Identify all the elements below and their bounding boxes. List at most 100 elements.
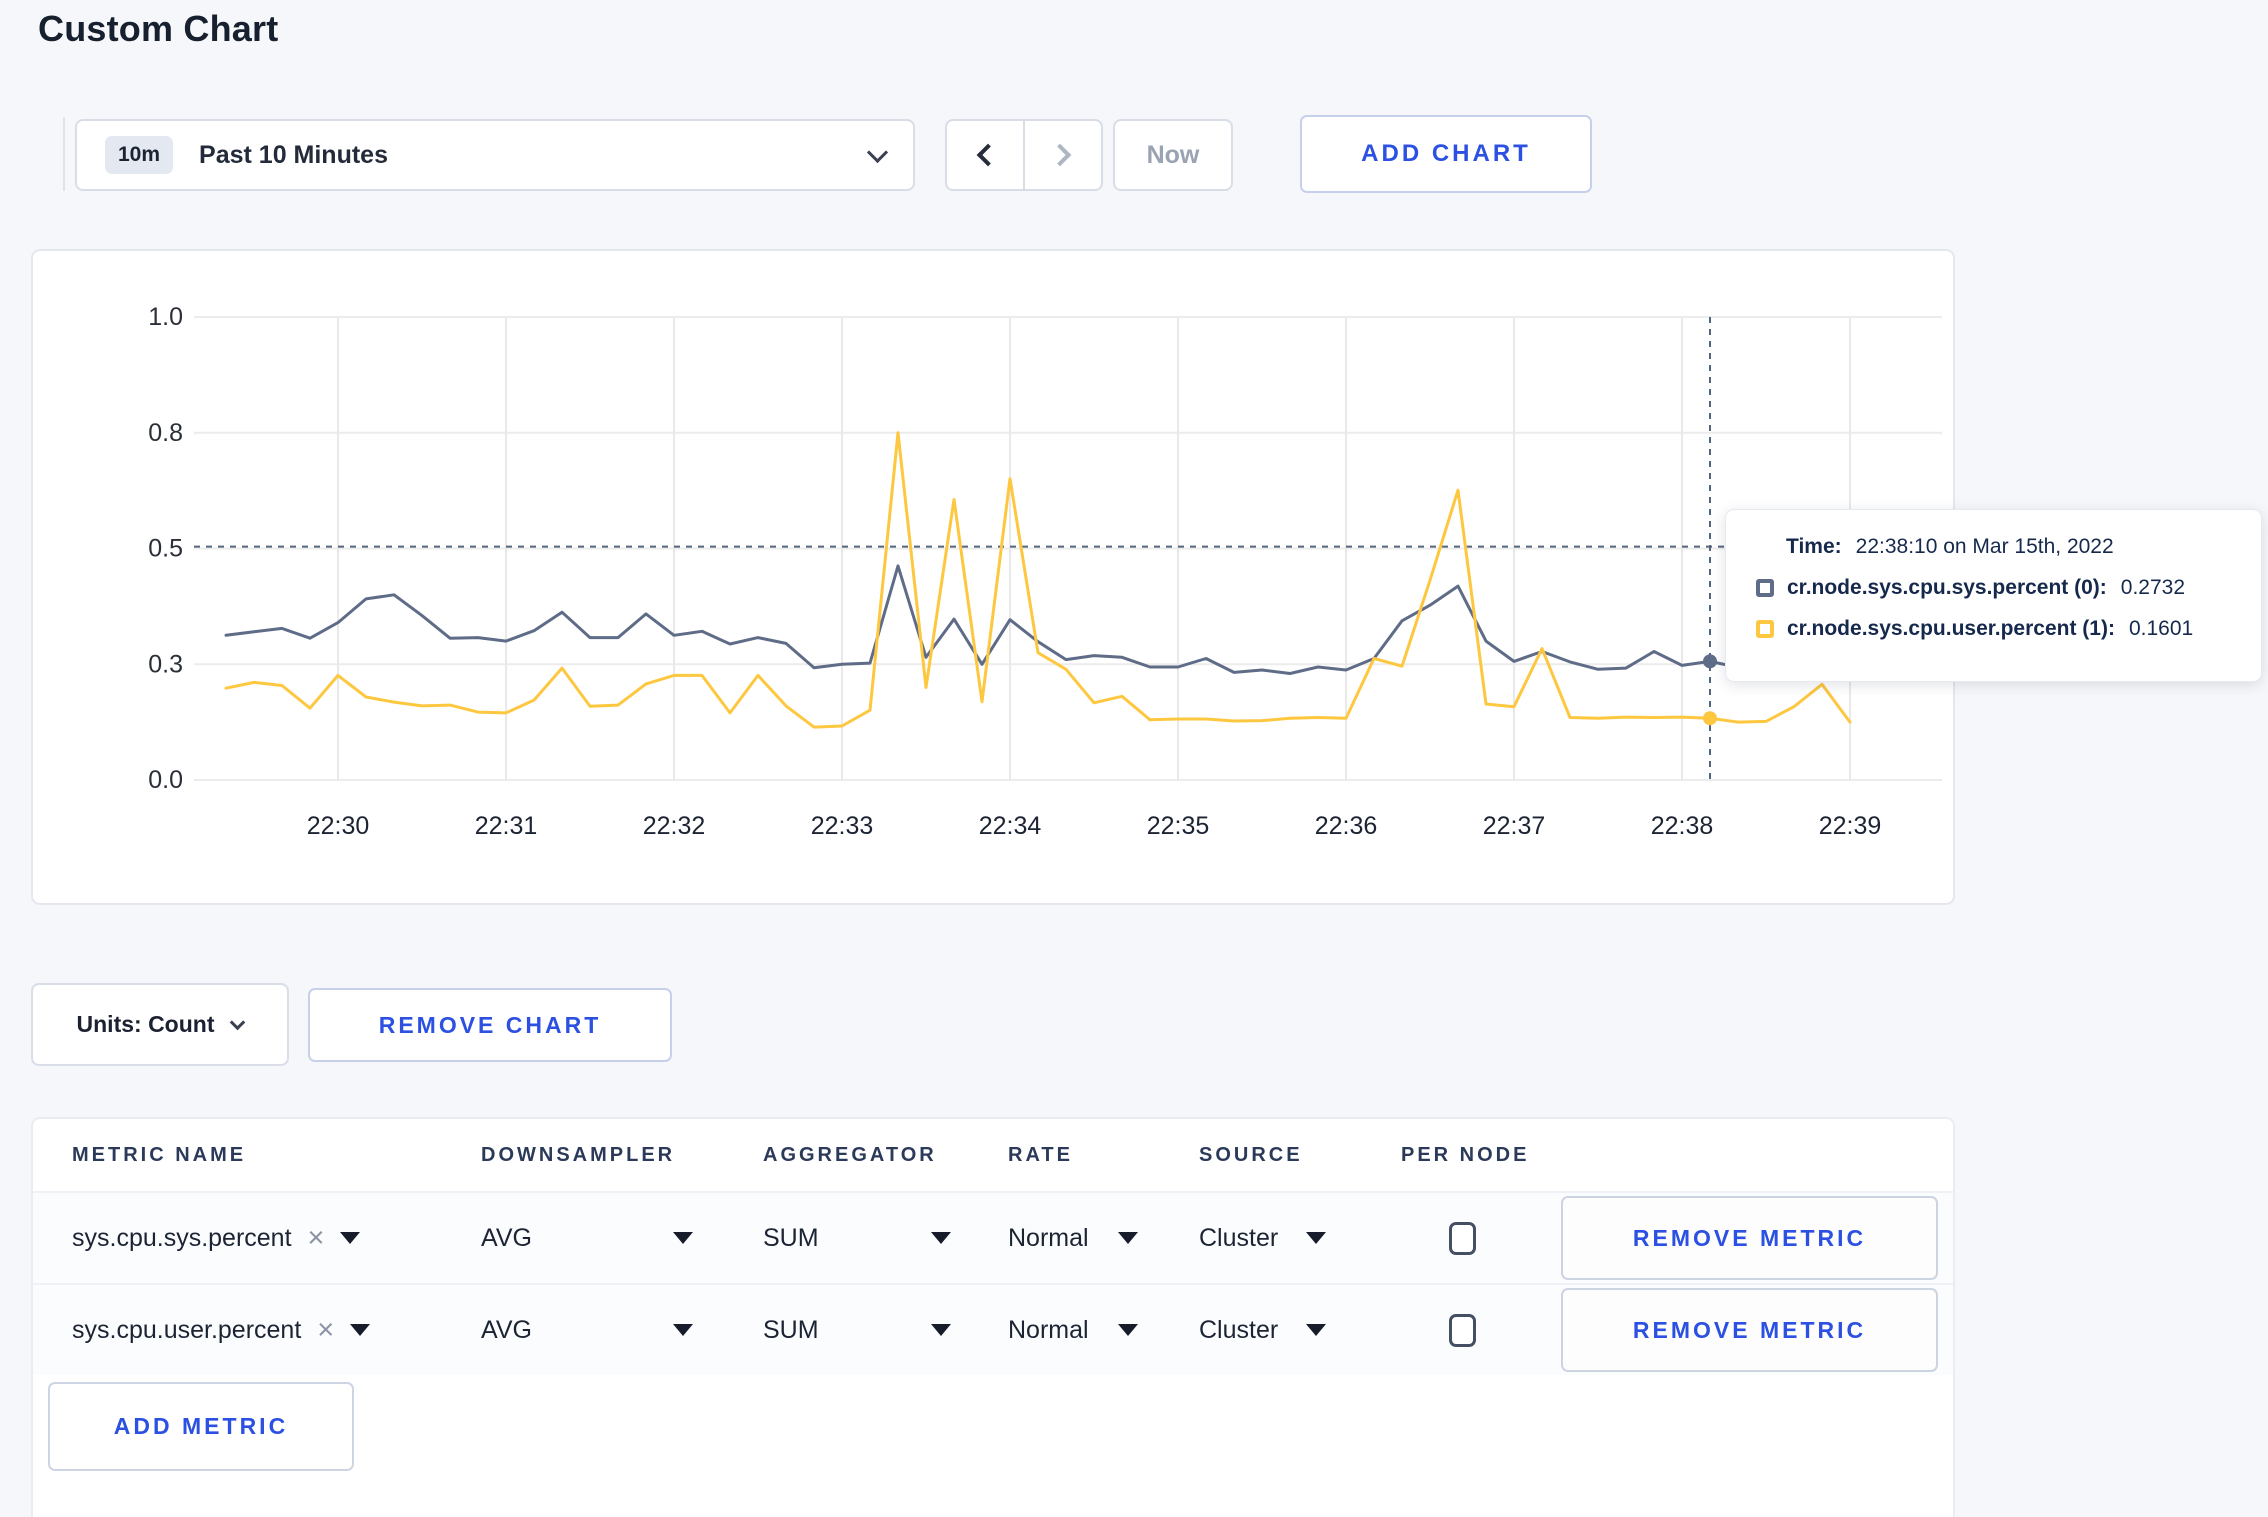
rate-select[interactable]: Normal [1008, 1316, 1138, 1345]
caret-down-icon [1118, 1324, 1138, 1336]
series-sys-swatch-icon [1756, 579, 1774, 597]
toolbar-divider [63, 117, 65, 191]
chart-canvas[interactable]: 0.0 0.3 0.5 0.8 1.0 22:30 22:31 22:32 22:33 22:34… [33, 251, 1957, 907]
per-node-checkbox[interactable] [1449, 1221, 1476, 1255]
caret-down-icon [931, 1324, 951, 1336]
remove-chart-label: REMOVE CHART [378, 1011, 602, 1038]
caret-down-icon [673, 1324, 693, 1336]
downsampler-select[interactable]: AVG [481, 1224, 693, 1253]
add-metric-label: ADD METRIC [113, 1413, 289, 1439]
caret-down-icon [350, 1324, 371, 1336]
source-select[interactable]: Cluster [1199, 1224, 1326, 1253]
x-axis-tick-label: 22:37 [1483, 812, 1546, 840]
custom-chart-page: Custom Chart 10m Past 10 Minutes Now ADD… [31, 8, 2262, 1517]
rate-value: Normal [1008, 1223, 1089, 1252]
metric-name-value: sys.cpu.user.percent [72, 1315, 302, 1344]
header-rate: RATE [1008, 1143, 1073, 1166]
clear-metric-icon[interactable]: × [317, 1313, 335, 1346]
chevron-down-icon [230, 1014, 246, 1030]
x-axis-tick-label: 22:39 [1819, 812, 1882, 840]
tooltip-time-label: Time: [1786, 535, 1842, 558]
rate-select[interactable]: Normal [1008, 1224, 1138, 1253]
caret-down-icon [1306, 1324, 1326, 1336]
units-label: Units: Count [76, 1011, 215, 1037]
caret-down-icon [1118, 1232, 1138, 1244]
remove-metric-button[interactable]: REMOVE METRIC [1561, 1288, 1938, 1372]
source-value: Cluster [1199, 1315, 1279, 1344]
chevron-right-icon [1048, 143, 1072, 167]
aggregator-value: SUM [763, 1223, 819, 1252]
remove-metric-button[interactable]: REMOVE METRIC [1561, 1196, 1938, 1280]
clear-metric-icon[interactable]: × [307, 1221, 325, 1254]
time-window-badge: 10m [105, 136, 174, 174]
y-axis-tick-label: 0.0 [148, 766, 183, 794]
rate-value: Normal [1008, 1315, 1089, 1344]
per-node-checkbox[interactable] [1449, 1313, 1476, 1347]
series-line-0 [224, 564, 1852, 675]
chevron-left-icon [976, 143, 1000, 167]
metrics-table-header-row: METRIC NAME DOWNSAMPLER AGGREGATOR RATE … [33, 1119, 1953, 1191]
remove-chart-button[interactable]: REMOVE CHART [308, 988, 672, 1062]
remove-metric-label: REMOVE METRIC [1632, 1224, 1867, 1251]
caret-down-icon [931, 1232, 951, 1244]
tooltip-series-user-label: cr.node.sys.cpu.user.percent (1): [1787, 617, 2115, 640]
aggregator-select[interactable]: SUM [763, 1224, 951, 1253]
series-user-swatch-icon [1756, 620, 1774, 638]
add-metric-button[interactable]: ADD METRIC [48, 1382, 354, 1471]
time-window-dropdown[interactable]: 10m Past 10 Minutes [75, 119, 915, 191]
metric-name-select[interactable]: sys.cpu.sys.percent × [72, 1221, 361, 1254]
add-chart-button[interactable]: ADD CHART [1300, 115, 1592, 193]
units-dropdown[interactable]: Units: Count [31, 983, 289, 1066]
time-nav-group [945, 119, 1103, 191]
metric-name-value: sys.cpu.sys.percent [72, 1223, 292, 1252]
downsampler-value: AVG [481, 1223, 532, 1252]
caret-down-icon [673, 1232, 693, 1244]
x-axis-tick-label: 22:34 [979, 812, 1042, 840]
table-row: sys.cpu.sys.percent × AVG SUM Normal Clu… [33, 1191, 1953, 1283]
x-axis-tick-label: 22:36 [1315, 812, 1378, 840]
x-axis-tick-label: 22:33 [811, 812, 874, 840]
metric-name-select[interactable]: sys.cpu.user.percent × [72, 1313, 371, 1346]
x-axis-tick-label: 22:35 [1147, 812, 1210, 840]
time-window-label: Past 10 Minutes [199, 140, 388, 169]
remove-metric-label: REMOVE METRIC [1632, 1316, 1867, 1343]
caret-down-icon [340, 1232, 361, 1244]
aggregator-select[interactable]: SUM [763, 1316, 951, 1345]
header-source: SOURCE [1199, 1143, 1303, 1166]
y-axis-tick-label: 0.3 [148, 650, 183, 678]
x-axis-tick-label: 22:32 [643, 812, 706, 840]
series-line-1 [224, 431, 1852, 729]
chevron-down-icon [866, 141, 889, 163]
now-button[interactable]: Now [1113, 119, 1233, 191]
tooltip-series-sys-label: cr.node.sys.cpu.sys.percent (0): [1787, 576, 2107, 599]
page-title: Custom Chart [38, 8, 279, 49]
x-axis-tick-label: 22:38 [1651, 812, 1714, 840]
next-time-button[interactable] [1023, 121, 1101, 189]
header-aggregator: AGGREGATOR [763, 1143, 937, 1166]
header-metric-name: METRIC NAME [72, 1143, 247, 1166]
downsampler-select[interactable]: AVG [481, 1316, 693, 1345]
x-axis-tick-label: 22:30 [307, 812, 370, 840]
header-per-node: PER NODE [1401, 1143, 1530, 1166]
caret-down-icon [1306, 1232, 1326, 1244]
now-button-label: Now [1146, 140, 1200, 169]
source-value: Cluster [1199, 1223, 1279, 1252]
highlight-dot-0 [1703, 654, 1717, 669]
downsampler-value: AVG [481, 1315, 532, 1344]
header-downsampler: DOWNSAMPLER [481, 1143, 676, 1166]
highlight-dot-1 [1703, 711, 1717, 726]
source-select[interactable]: Cluster [1199, 1316, 1326, 1345]
y-axis-tick-label: 0.8 [148, 419, 183, 447]
y-axis-tick-label: 0.5 [148, 535, 183, 563]
chart-card: 0.0 0.3 0.5 0.8 1.0 22:30 22:31 22:32 22:33 22:34… [31, 249, 1955, 905]
chart-tooltip: Time: 22:38:10 on Mar 15th, 2022 cr.node… [1725, 509, 2262, 682]
prev-time-button[interactable] [947, 121, 1023, 189]
tooltip-time-value: 22:38:10 on Mar 15th, 2022 [1855, 535, 2114, 558]
aggregator-value: SUM [763, 1315, 819, 1344]
tooltip-series-user-value: 0.1601 [2128, 617, 2194, 640]
x-axis-tick-label: 22:31 [475, 812, 538, 840]
table-row: sys.cpu.user.percent × AVG SUM Normal Cl… [33, 1283, 1953, 1375]
add-chart-label: ADD CHART [1361, 140, 1531, 167]
y-axis-tick-label: 1.0 [148, 303, 183, 331]
tooltip-series-sys-value: 0.2732 [2120, 576, 2186, 599]
